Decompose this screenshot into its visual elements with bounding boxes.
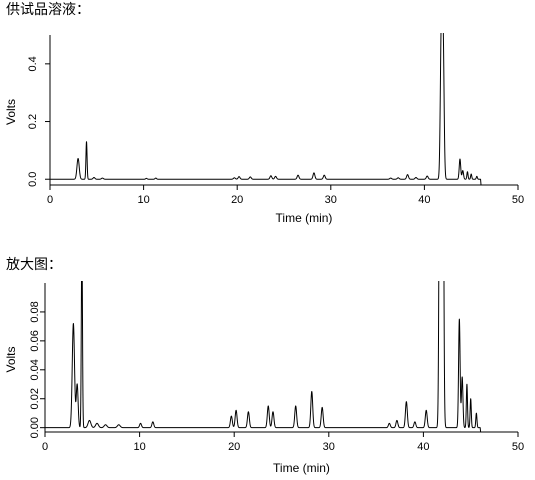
y-tick-label: 0.2: [27, 114, 39, 129]
x-tick-label: 40: [418, 194, 430, 206]
chromatogram-full: 0 10 20 30 40 50 0.0 0.2 0.4 Time (min) Volts: [4, 33, 524, 225]
x-tick-label: 50: [512, 194, 524, 206]
chromatogram-trace: [45, 281, 482, 433]
y-tick-label: 0.04: [29, 359, 41, 380]
x-tick-label: 10: [133, 441, 145, 453]
chromatogram-trace: [50, 33, 482, 186]
chart2-caption: 放大图：: [6, 257, 62, 273]
x-tick-label: 10: [137, 194, 149, 206]
y-tick-label: 0.02: [29, 388, 41, 409]
x-axis-title: Time (min): [276, 211, 333, 225]
y-tick-label: 0.0: [27, 172, 39, 187]
x-tick-label: 20: [231, 194, 243, 206]
x-tick-label: 20: [228, 441, 240, 453]
y-tick-label: 0.08: [29, 301, 41, 322]
y-tick-label: 0.4: [27, 56, 39, 71]
x-axis-title: Time (min): [273, 461, 330, 475]
x-tick-label: 40: [417, 441, 429, 453]
x-tick-label: 50: [512, 441, 524, 453]
chart1-caption: 供试品溶液：: [6, 2, 90, 18]
y-tick-label: 0.06: [29, 330, 41, 351]
y-axis-title: Volts: [4, 346, 18, 372]
x-tick-label: 30: [325, 194, 337, 206]
y-axis-title: Volts: [4, 99, 18, 125]
x-tick-label: 30: [323, 441, 335, 453]
x-tick-label: 0: [42, 441, 48, 453]
y-tick-label: 0.00: [29, 417, 41, 438]
x-tick-label: 0: [47, 194, 53, 206]
